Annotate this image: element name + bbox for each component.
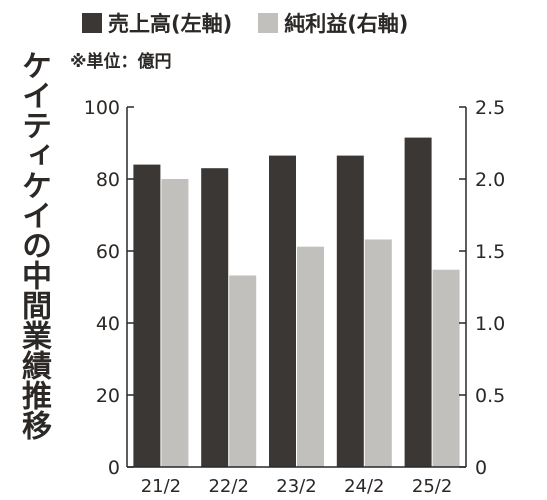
bar-profit-23-2 [297,246,324,467]
chart-legend: 売上高(左軸) 純利益(右軸) [82,8,434,38]
bar-sales-24-2 [336,155,364,467]
y-right-tick-label: 1.0 [475,313,505,335]
x-tick-label: 25/2 [412,476,452,497]
bar-profit-25-2 [432,269,460,467]
bar-sales-22-2 [201,168,229,467]
y-right-tick-label: 1.5 [475,241,505,263]
y-left-tick-label: 60 [96,241,120,263]
x-tick-label: 22/2 [208,476,248,497]
bar-sales-25-2 [404,137,432,467]
legend-label-sales: 売上高(左軸) [108,12,233,36]
y-left-tick-label: 20 [96,385,120,407]
y-left-tick-label: 100 [84,97,120,119]
legend-swatch-sales [82,13,102,33]
bar-sales-23-2 [269,155,296,467]
y-left-tick-label: 40 [96,313,120,335]
unit-note: ※単位：億円 [70,52,172,72]
legend-swatch-profit [258,13,279,33]
bar-sales-21-2 [133,164,161,467]
bar-profit-22-2 [229,275,257,467]
chart-title: ケイティケイの中間業績推移 [16,50,51,440]
legend-item-sales: 売上高(左軸) [82,8,232,38]
y-left-tick-label: 80 [96,169,120,191]
y-right-tick-label: 2.5 [475,97,505,119]
legend-label-profit: 純利益(右軸) [284,12,409,36]
y-right-tick-label: 0.5 [475,385,505,407]
x-tick-label: 21/2 [141,476,181,497]
x-tick-label: 23/2 [276,476,316,497]
x-tick-label: 24/2 [344,476,384,497]
bar-profit-24-2 [364,239,392,467]
y-left-tick-label: 0 [108,457,120,479]
bar-profit-21-2 [161,179,189,467]
legend-item-profit: 純利益(右軸) [258,8,408,38]
y-right-tick-label: 0 [475,457,487,479]
y-right-tick-label: 2.0 [475,169,505,191]
